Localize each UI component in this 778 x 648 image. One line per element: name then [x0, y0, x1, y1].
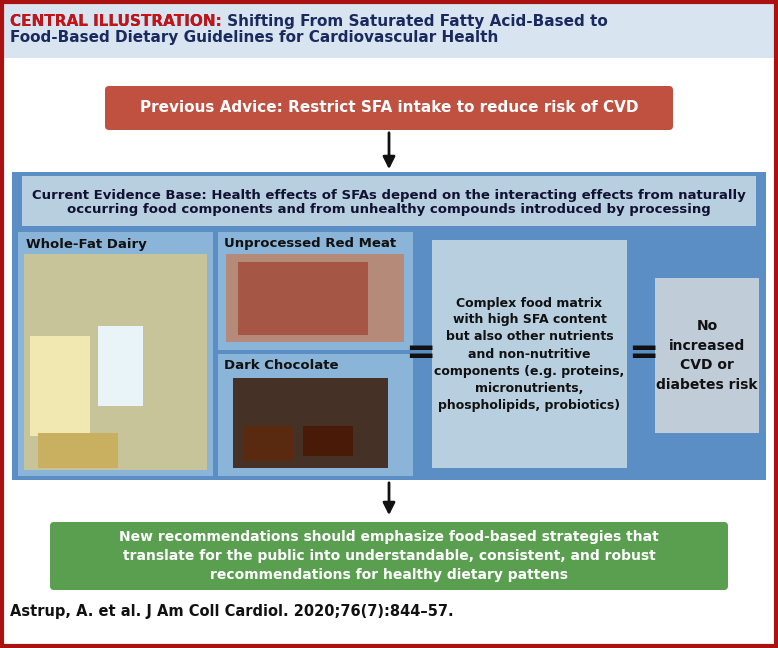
Text: =: =: [405, 336, 435, 370]
FancyBboxPatch shape: [50, 522, 728, 590]
Bar: [218, 232, 413, 350]
Text: Previous Advice: Restrict SFA intake to reduce risk of CVD: Previous Advice: Restrict SFA intake to …: [140, 100, 638, 115]
Text: occurring food components and from unhealthy compounds introduced by processing: occurring food components and from unhea…: [67, 202, 711, 216]
Bar: [18, 232, 213, 476]
Text: Astrup, A. et al. J Am Coll Cardiol. 2020;76(7):844–57.: Astrup, A. et al. J Am Coll Cardiol. 202…: [10, 604, 454, 619]
Text: Current Evidence Base: Health effects of SFAs depend on the interacting effects : Current Evidence Base: Health effects of…: [32, 189, 746, 202]
Text: Food-Based Dietary Guidelines for Cardiovascular Health: Food-Based Dietary Guidelines for Cardio…: [10, 30, 499, 45]
Text: =: =: [628, 336, 658, 370]
Text: Complex food matrix
with high SFA content
but also other nutrients
and non-nutri: Complex food matrix with high SFA conten…: [434, 297, 625, 411]
Bar: [218, 354, 413, 476]
Bar: [233, 378, 388, 468]
Bar: [238, 262, 368, 335]
Bar: [22, 176, 756, 226]
Text: Dark Chocolate: Dark Chocolate: [224, 359, 338, 372]
Bar: [655, 278, 759, 433]
Text: CENTRAL ILLUSTRATION:: CENTRAL ILLUSTRATION:: [10, 14, 222, 29]
Text: Whole-Fat Dairy: Whole-Fat Dairy: [26, 238, 147, 251]
Bar: [98, 326, 143, 406]
Bar: [226, 254, 404, 342]
FancyBboxPatch shape: [105, 86, 673, 130]
Text: New recommendations should emphasize food-based strategies that
translate for th: New recommendations should emphasize foo…: [119, 529, 659, 583]
Text: No
increased
CVD or
diabetes risk: No increased CVD or diabetes risk: [657, 319, 758, 392]
Bar: [12, 172, 766, 480]
Bar: [243, 426, 293, 461]
Bar: [30, 336, 90, 436]
Bar: [432, 240, 627, 468]
Bar: [24, 254, 207, 470]
Bar: [38, 433, 118, 468]
Bar: [303, 426, 353, 456]
Text: CENTRAL ILLUSTRATION: Shifting From Saturated Fatty Acid-Based to: CENTRAL ILLUSTRATION: Shifting From Satu…: [10, 14, 608, 29]
Bar: [2, 2, 776, 58]
Text: Unprocessed Red Meat: Unprocessed Red Meat: [224, 237, 396, 250]
